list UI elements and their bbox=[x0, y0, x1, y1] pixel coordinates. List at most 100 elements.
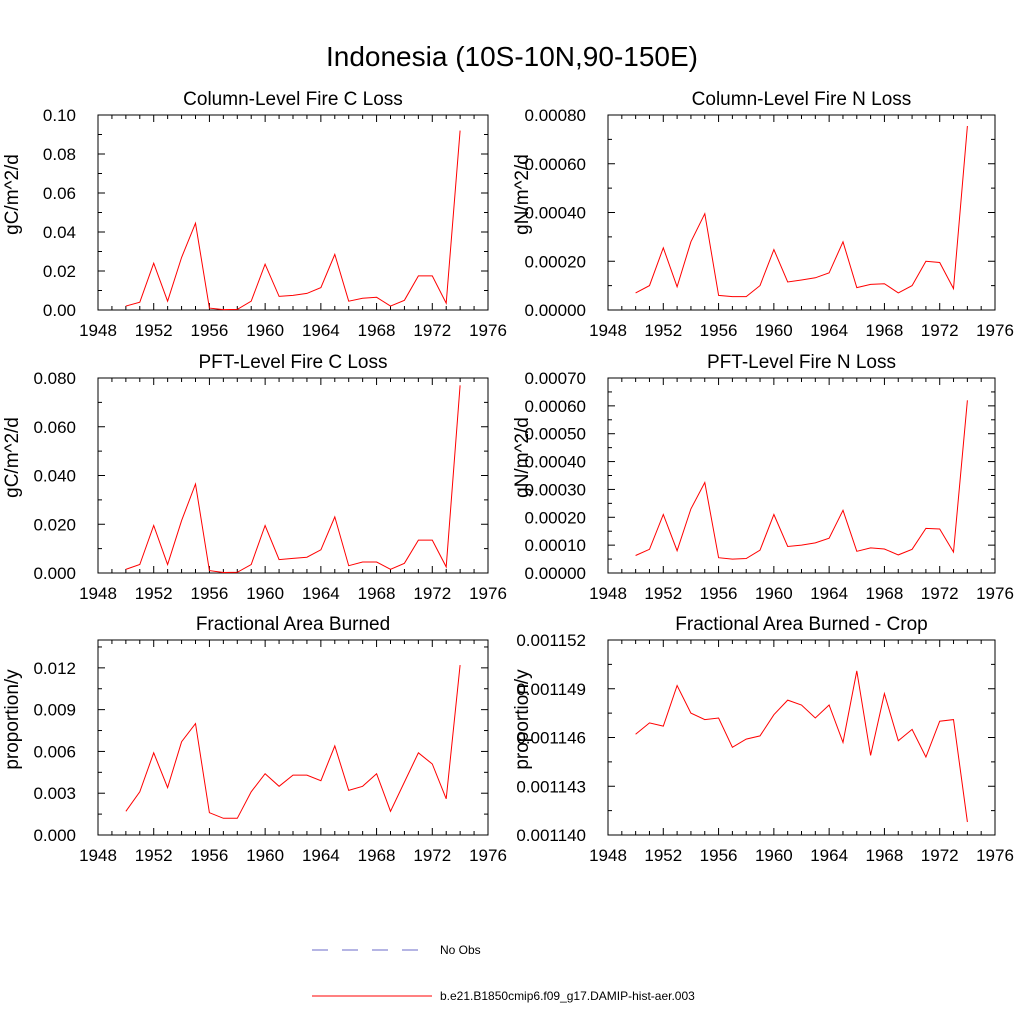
y-axis-label: gN/m^2/d bbox=[512, 417, 533, 498]
x-tick-label: 1952 bbox=[135, 321, 173, 340]
y-tick-label: 0.009 bbox=[33, 701, 76, 720]
y-tick-label: 0.060 bbox=[33, 418, 76, 437]
x-tick-label: 1972 bbox=[921, 846, 959, 865]
x-tick-label: 1960 bbox=[755, 846, 793, 865]
panel-title: Column-Level Fire C Loss bbox=[183, 89, 403, 110]
y-tick-label: 0.000 bbox=[33, 826, 76, 845]
x-tick-label: 1976 bbox=[469, 321, 507, 340]
y-axis-label: proportion/y bbox=[2, 669, 23, 770]
y-tick-label: 0.00020 bbox=[525, 252, 586, 271]
x-tick-label: 1968 bbox=[358, 846, 396, 865]
y-tick-label: 0.00040 bbox=[525, 204, 586, 223]
y-tick-label: 0.00030 bbox=[525, 480, 586, 499]
x-tick-label: 1952 bbox=[135, 584, 173, 603]
chart-panel: 1948 1952 1956 1960 1964 1968 1972 1976 0.00000 0… bbox=[512, 352, 1014, 603]
y-axis-label: proportion/y bbox=[512, 669, 533, 770]
x-tick-label: 1964 bbox=[810, 321, 848, 340]
series-line bbox=[125, 665, 461, 819]
x-tick-label: 1972 bbox=[413, 846, 451, 865]
x-tick-label: 1968 bbox=[866, 321, 904, 340]
series-line bbox=[125, 130, 461, 311]
y-tick-label: 0.00060 bbox=[525, 397, 586, 416]
x-tick-label: 1968 bbox=[866, 584, 904, 603]
chart-panel: 1948 1952 1956 1960 1964 1968 1972 1976 0.001140… bbox=[512, 614, 1014, 865]
series-line bbox=[635, 670, 968, 823]
y-tick-label: 0.04 bbox=[43, 223, 76, 242]
x-tick-label: 1960 bbox=[246, 321, 284, 340]
series-line bbox=[635, 125, 968, 298]
x-tick-label: 1952 bbox=[135, 846, 173, 865]
x-tick-label: 1968 bbox=[866, 846, 904, 865]
chart-panel: 1948 1952 1956 1960 1964 1968 1972 1976 0.00 0.02… bbox=[2, 89, 507, 340]
x-tick-label: 1972 bbox=[921, 584, 959, 603]
y-axis-label: gN/m^2/d bbox=[512, 154, 533, 235]
y-tick-label: 0.001140 bbox=[516, 826, 586, 845]
x-tick-label: 1952 bbox=[644, 846, 682, 865]
plot-frame bbox=[97, 377, 489, 574]
y-tick-label: 0.020 bbox=[33, 515, 76, 534]
y-tick-label: 0.00000 bbox=[525, 301, 586, 320]
y-tick-label: 0.080 bbox=[33, 369, 76, 388]
y-tick-label: 0.00010 bbox=[525, 536, 586, 555]
y-tick-label: 0.001149 bbox=[516, 680, 586, 699]
x-tick-label: 1972 bbox=[413, 321, 451, 340]
y-tick-label: 0.00 bbox=[43, 301, 76, 320]
y-tick-label: 0.001152 bbox=[516, 631, 586, 650]
y-tick-label: 0.006 bbox=[33, 742, 76, 761]
legend-obs-label: No Obs bbox=[440, 943, 481, 957]
x-tick-label: 1956 bbox=[700, 584, 738, 603]
x-tick-label: 1968 bbox=[358, 584, 396, 603]
plot-frame bbox=[607, 114, 996, 311]
chart-panels: 1948 1952 1956 1960 1964 1968 1972 1976 0.00 0.02… bbox=[2, 89, 1014, 865]
x-tick-label: 1976 bbox=[469, 584, 507, 603]
x-tick-label: 1948 bbox=[79, 321, 117, 340]
x-tick-label: 1952 bbox=[644, 584, 682, 603]
x-tick-label: 1972 bbox=[413, 584, 451, 603]
plot-frame bbox=[97, 114, 489, 311]
y-tick-label: 0.00080 bbox=[525, 106, 586, 125]
y-tick-label: 0.040 bbox=[33, 467, 76, 486]
x-tick-label: 1948 bbox=[589, 321, 627, 340]
x-tick-label: 1948 bbox=[589, 846, 627, 865]
y-axis-label: gC/m^2/d bbox=[2, 417, 23, 498]
y-tick-label: 0.003 bbox=[33, 784, 76, 803]
plot-frame bbox=[607, 377, 996, 574]
plot-frame bbox=[607, 639, 996, 836]
y-tick-label: 0.012 bbox=[33, 659, 76, 678]
y-tick-label: 0.001146 bbox=[516, 729, 586, 748]
panel-title: PFT-Level Fire C Loss bbox=[199, 352, 388, 373]
y-tick-label: 0.00020 bbox=[525, 508, 586, 527]
legend: No Obs b.e21.B1850cmip6.f09_g17.DAMIP-hi… bbox=[312, 943, 695, 1003]
series-line bbox=[635, 400, 968, 560]
x-tick-label: 1976 bbox=[976, 846, 1014, 865]
x-tick-label: 1952 bbox=[644, 321, 682, 340]
legend-model-label: b.e21.B1850cmip6.f09_g17.DAMIP-hist-aer.… bbox=[440, 989, 695, 1003]
x-tick-label: 1956 bbox=[700, 321, 738, 340]
panel-title: PFT-Level Fire N Loss bbox=[707, 352, 896, 373]
x-tick-label: 1964 bbox=[810, 846, 848, 865]
series-line bbox=[125, 385, 461, 574]
x-tick-label: 1948 bbox=[589, 584, 627, 603]
figure-title: Indonesia (10S-10N,90-150E) bbox=[326, 41, 698, 72]
x-tick-label: 1964 bbox=[302, 584, 340, 603]
x-tick-label: 1956 bbox=[191, 584, 229, 603]
y-axis-label: gC/m^2/d bbox=[2, 154, 23, 235]
chart-panel: 1948 1952 1956 1960 1964 1968 1972 1976 0.000 0.0… bbox=[2, 352, 507, 603]
y-tick-label: 0.001143 bbox=[516, 777, 586, 796]
x-tick-label: 1960 bbox=[755, 584, 793, 603]
x-tick-label: 1976 bbox=[976, 321, 1014, 340]
panel-title: Fractional Area Burned - Crop bbox=[675, 614, 927, 635]
x-tick-label: 1964 bbox=[302, 321, 340, 340]
y-tick-label: 0.000 bbox=[33, 564, 76, 583]
x-tick-label: 1948 bbox=[79, 584, 117, 603]
x-tick-label: 1956 bbox=[191, 321, 229, 340]
x-tick-label: 1972 bbox=[921, 321, 959, 340]
y-tick-label: 0.10 bbox=[43, 106, 76, 125]
y-tick-label: 0.06 bbox=[43, 184, 76, 203]
x-tick-label: 1960 bbox=[246, 846, 284, 865]
x-tick-label: 1956 bbox=[191, 846, 229, 865]
y-tick-label: 0.00060 bbox=[525, 155, 586, 174]
y-tick-label: 0.00040 bbox=[525, 453, 586, 472]
y-tick-label: 0.00070 bbox=[525, 369, 586, 388]
